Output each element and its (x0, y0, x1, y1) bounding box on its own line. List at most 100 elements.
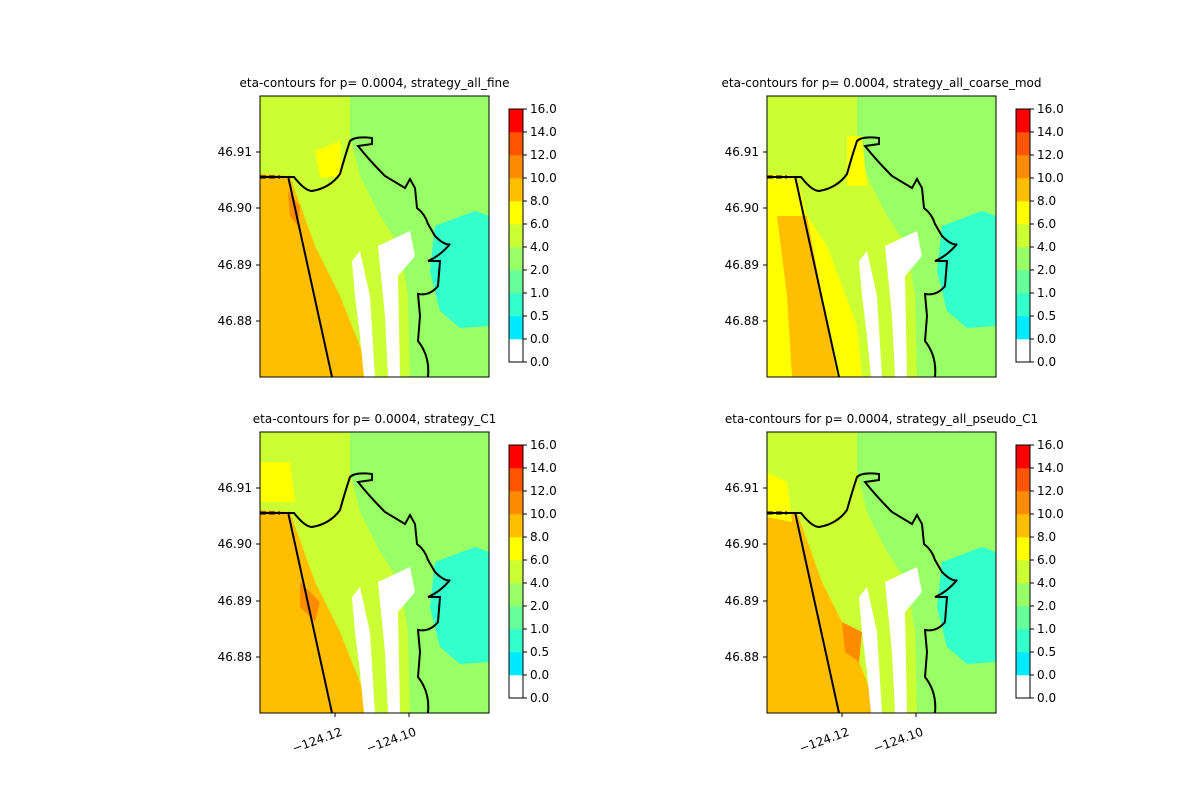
y-tick-label: 46.91 (218, 481, 252, 495)
colorbar-tick-label: 8.0 (530, 530, 549, 544)
colorbar-segment (509, 270, 523, 294)
colorbar-segment (509, 339, 523, 363)
y-tick-label: 46.89 (218, 594, 252, 608)
contour-region (352, 587, 375, 713)
contour-region (315, 141, 342, 178)
y-tick-label: 46.89 (725, 594, 759, 608)
colorbar-frame (508, 108, 524, 363)
colorbar-tick-label: 0.5 (1037, 645, 1056, 659)
colorbar-tick-label: 14.0 (530, 125, 557, 139)
colorbar-segment (509, 247, 523, 271)
contour-map (260, 432, 489, 713)
colorbar-tick-label: 12.0 (530, 148, 557, 162)
colorbar-segment (509, 514, 523, 538)
colorbar-segment (509, 675, 523, 699)
contour-region (937, 547, 996, 664)
coastline-outer (794, 175, 840, 377)
y-tick-label: 46.91 (725, 481, 759, 495)
colorbar-segment (509, 468, 523, 492)
colorbar-segment (1016, 675, 1030, 699)
contour-region (430, 211, 489, 328)
colorbar-tick-label: 8.0 (530, 194, 549, 208)
colorbar-tick-label: 0.5 (530, 645, 549, 659)
colorbar-segment (509, 109, 523, 133)
colorbar-tick-label: 0.0 (530, 668, 549, 682)
panel-title: eta-contours for p= 0.0004, strategy_all… (239, 76, 509, 90)
colorbar-tick-label: 0.0 (1037, 668, 1056, 682)
colorbar-tick-label: 12.0 (1037, 148, 1064, 162)
contour-region (378, 567, 415, 713)
panel-3: eta-contours for p= 0.0004, strategy_C1 4… (218, 412, 557, 756)
colorbar: 0.0 0.0 0.5 1.0 2.0 4.0 6.0 8.0 10.0 12.0 14.0 16.0 (508, 102, 557, 369)
axes-frame (259, 431, 490, 714)
colorbar-segment (509, 132, 523, 156)
colorbar-segment (509, 583, 523, 607)
colorbar-frame (1015, 444, 1031, 699)
colorbar-frame (508, 444, 524, 699)
x-tick-label: −124.10 (871, 725, 925, 756)
colorbar-segment (1016, 201, 1030, 225)
colorbar-tick-label: 0.0 (1037, 355, 1056, 369)
y-tick-label: 46.88 (218, 314, 252, 328)
colorbar-tick-label: 8.0 (1037, 530, 1056, 544)
x-tick-label: −124.10 (364, 725, 418, 756)
contour-map (767, 432, 996, 713)
colorbar-tick-label: 0.0 (530, 332, 549, 346)
panel-1: eta-contours for p= 0.0004, strategy_all… (218, 76, 557, 378)
colorbar-tick-label: 1.0 (530, 622, 549, 636)
colorbar-segment (509, 224, 523, 248)
colorbar-segment (1016, 178, 1030, 202)
colorbar-segment (1016, 629, 1030, 653)
colorbar-segment (1016, 155, 1030, 179)
coastline-outer (287, 175, 333, 377)
contour-region (937, 211, 996, 328)
colorbar-segment (509, 201, 523, 225)
colorbar-tick-label: 6.0 (530, 217, 549, 231)
colorbar-tick-label: 0.0 (530, 355, 549, 369)
contour-region (378, 231, 415, 377)
coastline (260, 136, 451, 377)
colorbar-segment (1016, 445, 1030, 469)
colorbar-tick-label: 12.0 (1037, 484, 1064, 498)
panel-4: eta-contours for p= 0.0004, strategy_all… (725, 412, 1064, 756)
contour-region (767, 472, 792, 522)
colorbar-tick-label: 2.0 (530, 263, 549, 277)
colorbar-tick-label: 2.0 (1037, 263, 1056, 277)
y-tick-label: 46.90 (725, 201, 759, 215)
colorbar-tick-label: 1.0 (530, 286, 549, 300)
coastline-outer (287, 511, 333, 713)
colorbar-tick-label: 2.0 (530, 599, 549, 613)
colorbar-segment (1016, 109, 1030, 133)
y-tick-label: 46.89 (218, 258, 252, 272)
colorbar-tick-label: 16.0 (1037, 438, 1064, 452)
colorbar-tick-label: 0.0 (530, 691, 549, 705)
colorbar-tick-label: 16.0 (530, 438, 557, 452)
panel-title: eta-contours for p= 0.0004, strategy_all… (725, 412, 1038, 426)
colorbar-segment (1016, 293, 1030, 317)
y-tick-label: 46.91 (218, 145, 252, 159)
colorbar-tick-label: 0.0 (1037, 332, 1056, 346)
colorbar-tick-label: 10.0 (1037, 171, 1064, 185)
colorbar-segment (509, 316, 523, 340)
axes-frame (766, 95, 997, 378)
colorbar-tick-label: 16.0 (1037, 102, 1064, 116)
axes-frame (766, 431, 997, 714)
contour-map (767, 96, 996, 377)
colorbar-tick-label: 0.5 (530, 309, 549, 323)
colorbar-segment (1016, 514, 1030, 538)
y-tick-label: 46.88 (725, 314, 759, 328)
colorbar-segment (509, 178, 523, 202)
colorbar-segment (509, 606, 523, 630)
panel-title: eta-contours for p= 0.0004, strategy_all… (722, 76, 1042, 90)
colorbar-segment (1016, 606, 1030, 630)
colorbar-tick-label: 4.0 (530, 240, 549, 254)
contour-region (430, 547, 489, 664)
colorbar-tick-label: 0.5 (1037, 309, 1056, 323)
contour-region (777, 216, 837, 377)
colorbar-segment (1016, 537, 1030, 561)
coastline (767, 472, 958, 713)
contour-region (885, 231, 922, 377)
contour-region (767, 510, 877, 713)
colorbar-segment (1016, 468, 1030, 492)
